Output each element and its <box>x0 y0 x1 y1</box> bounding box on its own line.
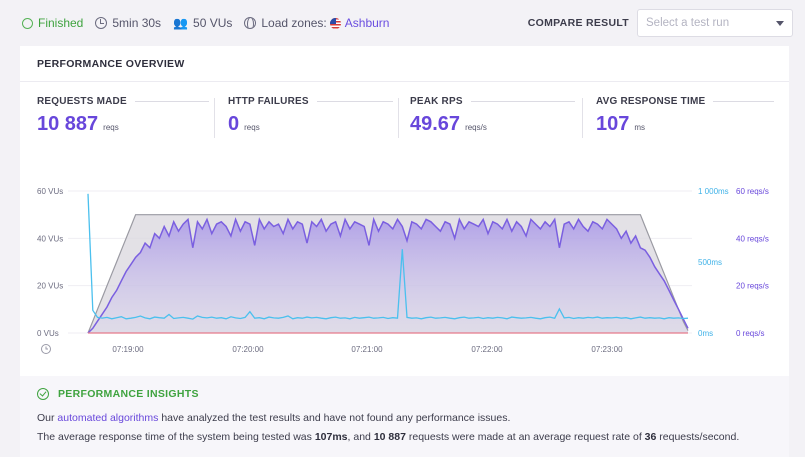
compare-result-label: COMPARE RESULT <box>527 17 629 29</box>
time-axis-clock-icon <box>41 344 51 354</box>
chevron-down-icon <box>776 21 784 26</box>
stat-label: HTTP FAILURES <box>228 96 309 107</box>
test-summary-bar: Finished 5min 30s 👥 50 VUs Load zones: A… <box>0 0 805 46</box>
performance-chart[interactable]: 0 VUs 20 VUs 40 VUs 60 VUs 0 reqs/s 20 reqs/s… <box>20 46 789 376</box>
load-zones-label: Load zones: <box>261 16 327 30</box>
status-text: Finished <box>38 16 84 30</box>
check-circle-icon <box>37 388 49 400</box>
stat-avg-response-time: AVG RESPONSE TIME 107 ms <box>596 96 774 136</box>
y-right-rps-tick-label: 0 reqs/s <box>736 329 764 338</box>
vus-text: 50 VUs <box>193 16 233 30</box>
stat-value: 0 <box>228 113 240 135</box>
x-tick-label: 07:23:00 <box>591 345 623 354</box>
load-zone-link[interactable]: Ashburn <box>344 16 390 30</box>
vus-info: 👥 50 VUs <box>173 16 232 30</box>
automated-algorithms-link[interactable]: automated algorithms <box>57 412 159 424</box>
stat-requests-made: REQUESTS MADE 10 887 reqs <box>37 96 209 136</box>
x-tick-label: 07:22:00 <box>471 345 503 354</box>
y-right-ms-tick-label: 1 000ms <box>698 187 729 196</box>
finished-circle-icon <box>22 17 33 29</box>
y-left-tick-label: 20 VUs <box>37 282 63 291</box>
insights-line-2: The average response time of the system … <box>37 431 740 443</box>
divider <box>214 98 215 138</box>
compare-result: COMPARE RESULT Select a test run <box>528 9 793 37</box>
response-time-series-line <box>87 193 689 320</box>
y-right-ms-tick-label: 500ms <box>698 258 722 267</box>
users-icon: 👥 <box>173 16 189 30</box>
stat-label: REQUESTS MADE <box>37 96 127 107</box>
stat-value: 107 <box>596 113 630 135</box>
x-tick-label: 07:21:00 <box>351 345 383 354</box>
x-tick-label: 07:20:00 <box>232 345 264 354</box>
stat-http-failures: HTTP FAILURES 0 reqs <box>228 96 393 136</box>
performance-insights-title: PERFORMANCE INSIGHTS <box>58 388 199 400</box>
stat-label: AVG RESPONSE TIME <box>596 96 706 107</box>
stat-unit: reqs <box>103 123 119 132</box>
stat-label: PEAK RPS <box>410 96 463 107</box>
stat-value: 49.67 <box>410 113 461 135</box>
y-right-rps-tick-label: 60 reqs/s <box>736 187 769 196</box>
performance-overview-panel: PERFORMANCE OVERVIEW REQUESTS MADE 10 88… <box>20 46 789 376</box>
divider <box>398 98 399 138</box>
duration-text: 5min 30s <box>112 16 162 30</box>
stat-unit: ms <box>634 123 646 132</box>
insights-line-1: Our automated algorithms have analyzed t… <box>37 412 511 424</box>
y-right-rps-tick-label: 40 reqs/s <box>736 234 769 243</box>
y-right-rps-tick-label: 20 reqs/s <box>736 282 769 291</box>
x-tick-label: 07:19:00 <box>112 345 144 354</box>
stat-peak-rps: PEAK RPS 49.67 reqs/s <box>410 96 575 136</box>
y-left-tick-label: 60 VUs <box>37 187 63 196</box>
rps-series-line <box>87 216 689 334</box>
test-run-select-placeholder: Select a test run <box>646 17 730 29</box>
rps-area <box>88 219 688 333</box>
divider <box>582 98 583 138</box>
load-zones-info: Load zones: Ashburn <box>244 16 389 30</box>
stat-unit: reqs/s <box>465 123 487 132</box>
vus-series-line <box>87 214 689 334</box>
y-right-ms-tick-label: 0ms <box>698 329 713 338</box>
status-badge: Finished <box>22 16 83 30</box>
stat-unit: reqs <box>244 123 260 132</box>
duration-info: 5min 30s <box>95 16 161 30</box>
test-run-select[interactable]: Select a test run <box>637 9 793 37</box>
performance-overview-title: PERFORMANCE OVERVIEW <box>37 58 185 70</box>
clock-icon <box>95 17 108 29</box>
y-left-tick-label: 0 VUs <box>37 329 59 338</box>
y-left-tick-label: 40 VUs <box>37 234 63 243</box>
divider <box>20 81 789 82</box>
stat-value: 10 887 <box>37 113 99 135</box>
globe-icon <box>244 17 257 29</box>
performance-insights-panel: PERFORMANCE INSIGHTS Our automated algor… <box>20 376 789 457</box>
us-flag-icon <box>329 17 341 29</box>
